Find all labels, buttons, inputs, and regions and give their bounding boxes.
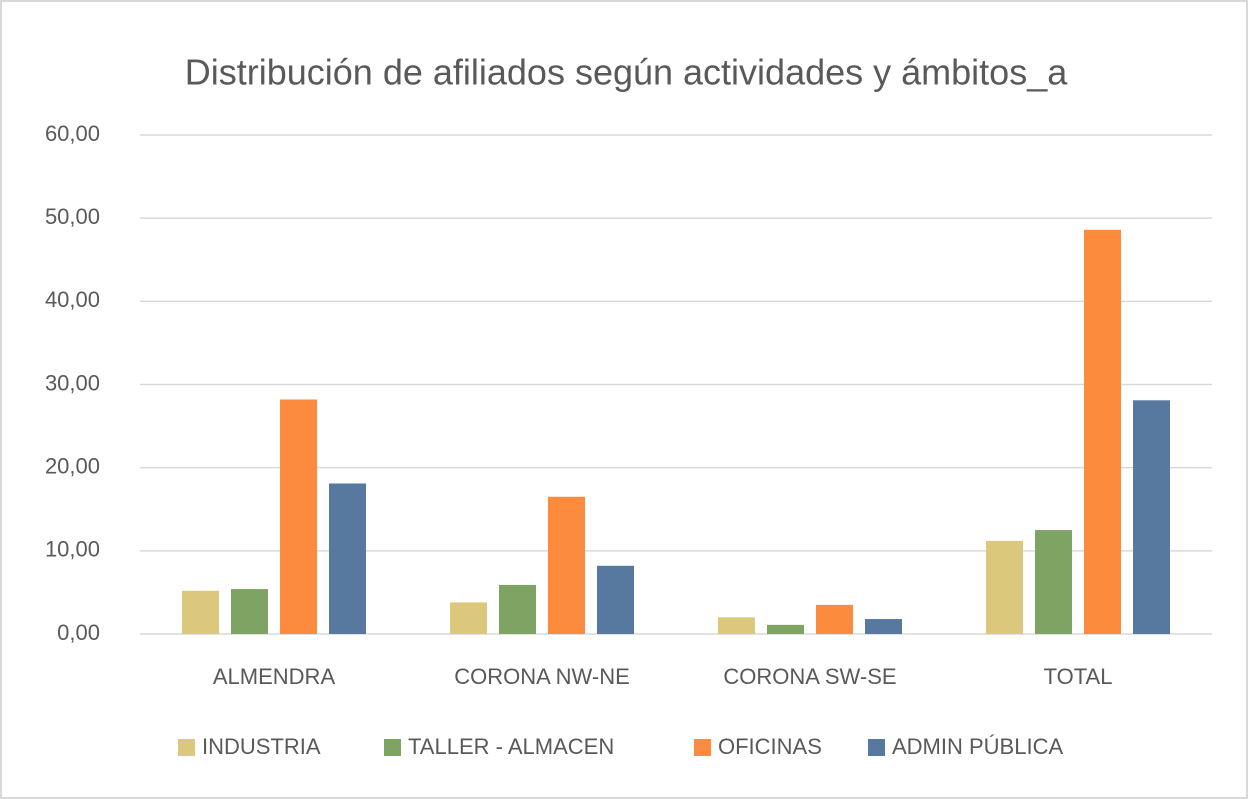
bar [597, 565, 634, 634]
y-tick-label: 20,00 [45, 453, 100, 478]
x-tick-label: CORONA SW-SE [723, 664, 896, 689]
legend-label: ADMIN PÚBLICA [892, 734, 1063, 759]
legend-swatch [178, 739, 195, 756]
chart-title: Distribución de afiliados según activida… [185, 52, 1068, 93]
bar [1133, 400, 1170, 634]
bar [329, 483, 366, 634]
bar [499, 584, 536, 634]
bar [767, 624, 804, 634]
bar [182, 590, 219, 634]
bar [1084, 229, 1121, 634]
y-tick-label: 60,00 [45, 121, 100, 146]
x-tick-label: CORONA NW-NE [454, 664, 630, 689]
y-tick-label: 30,00 [45, 370, 100, 395]
bar [865, 619, 902, 634]
legend-swatch [868, 739, 885, 756]
legend-swatch [694, 739, 711, 756]
legend-label: OFICINAS [718, 734, 822, 759]
x-tick-label: ALMENDRA [213, 664, 336, 689]
bar [280, 399, 317, 634]
y-tick-label: 50,00 [45, 204, 100, 229]
y-tick-label: 10,00 [45, 537, 100, 562]
legend-swatch [384, 739, 401, 756]
bar [1035, 530, 1072, 634]
bar [816, 604, 853, 634]
x-tick-label: TOTAL [1044, 664, 1113, 689]
bar [548, 496, 585, 634]
bar [718, 617, 755, 634]
legend-label: TALLER - ALMACEN [408, 734, 614, 759]
y-tick-label: 40,00 [45, 287, 100, 312]
bar [231, 589, 268, 634]
legend-label: INDUSTRIA [202, 734, 321, 759]
bar [450, 602, 487, 634]
y-tick-label: 0,00 [57, 620, 100, 645]
bar [986, 540, 1023, 634]
